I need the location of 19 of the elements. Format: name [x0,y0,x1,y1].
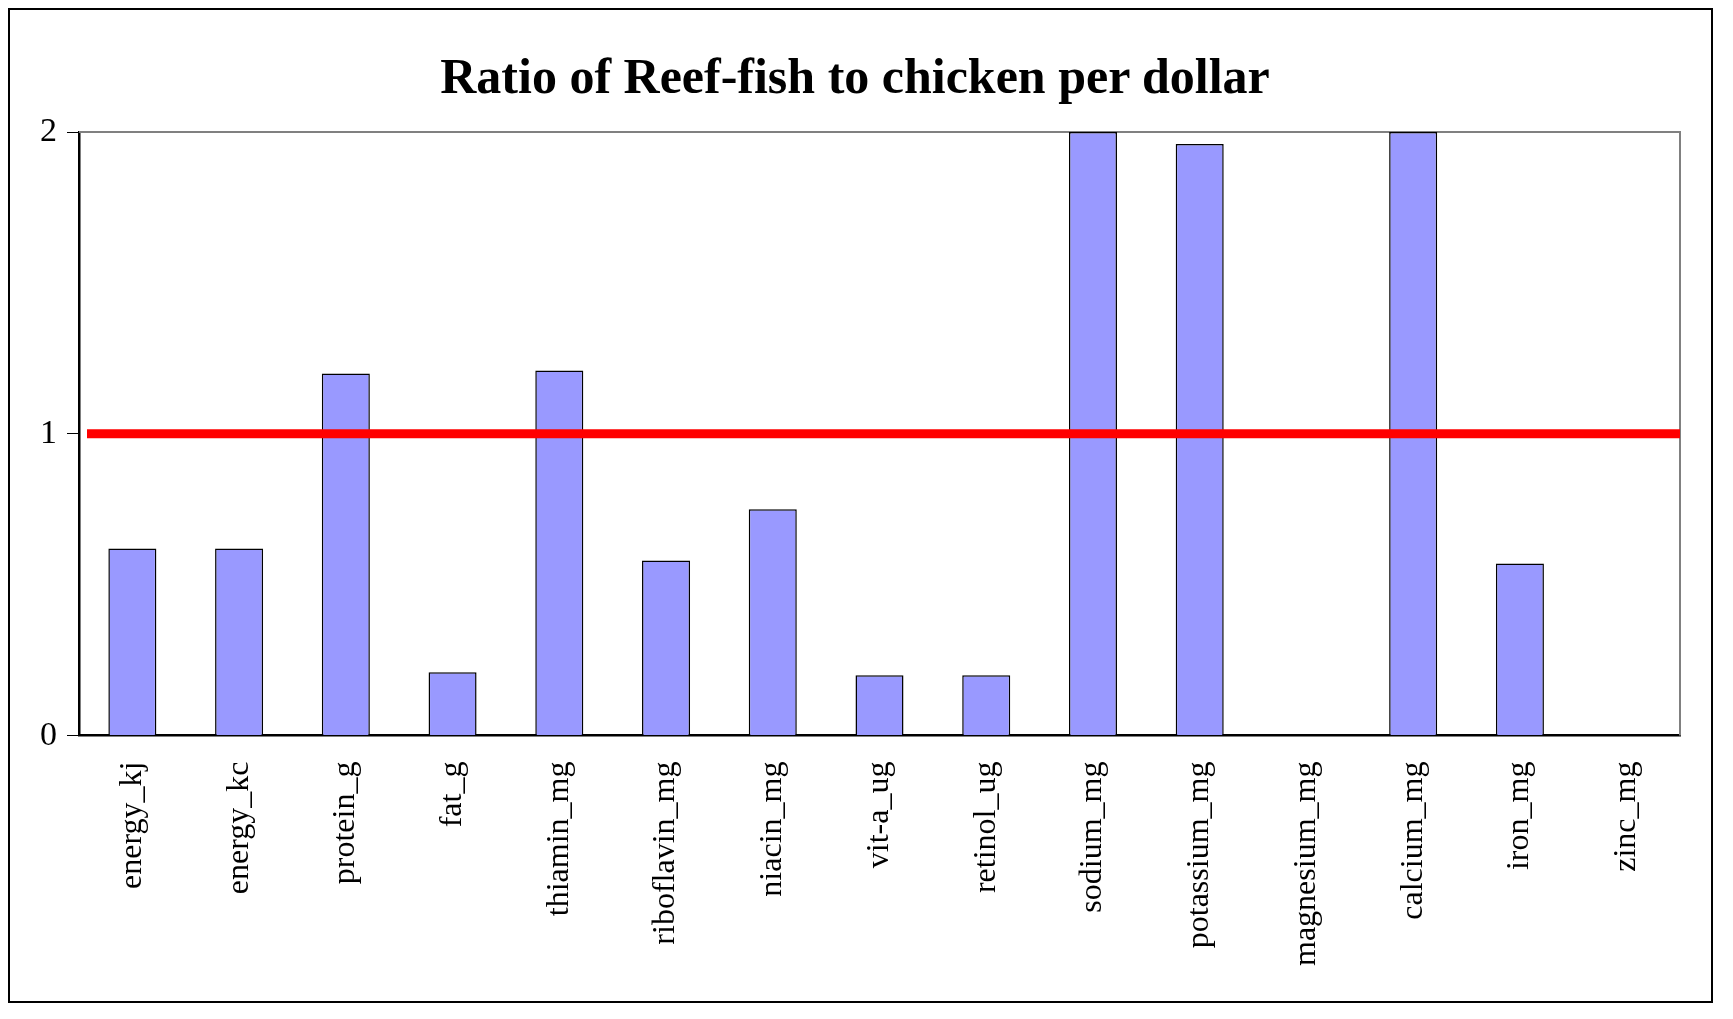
x-tick-label: sodium_mg [1072,761,1109,913]
x-tick-label: energy_kj [111,761,148,889]
x-tick-label: magnesium_mg [1285,761,1322,966]
x-tick-label: protein_g [325,761,362,885]
x-tick-label: iron_mg [1499,761,1536,871]
x-tick-label: vit-a_ug [858,761,895,869]
x-tick-label: thiamin_mg [538,761,575,917]
x-tick-label: fat_g [431,761,468,828]
y-tick-label: 0 [40,714,57,752]
x-tick-label: calcium_mg [1392,761,1429,920]
chart-title: Ratio of Reef-fish to chicken per dollar [440,47,1270,104]
x-tick-label: zinc_mg [1606,761,1643,872]
y-tick-label: 2 [40,110,57,148]
y-tick-label: 1 [40,412,57,450]
x-tick-label: energy_kc [218,761,255,895]
x-tick-label: potassium_mg [1179,761,1216,949]
x-tick-label: riboflavin_mg [645,761,682,945]
x-tick-label: niacin_mg [752,761,789,897]
x-tick-label: retinol_ug [965,761,1002,894]
